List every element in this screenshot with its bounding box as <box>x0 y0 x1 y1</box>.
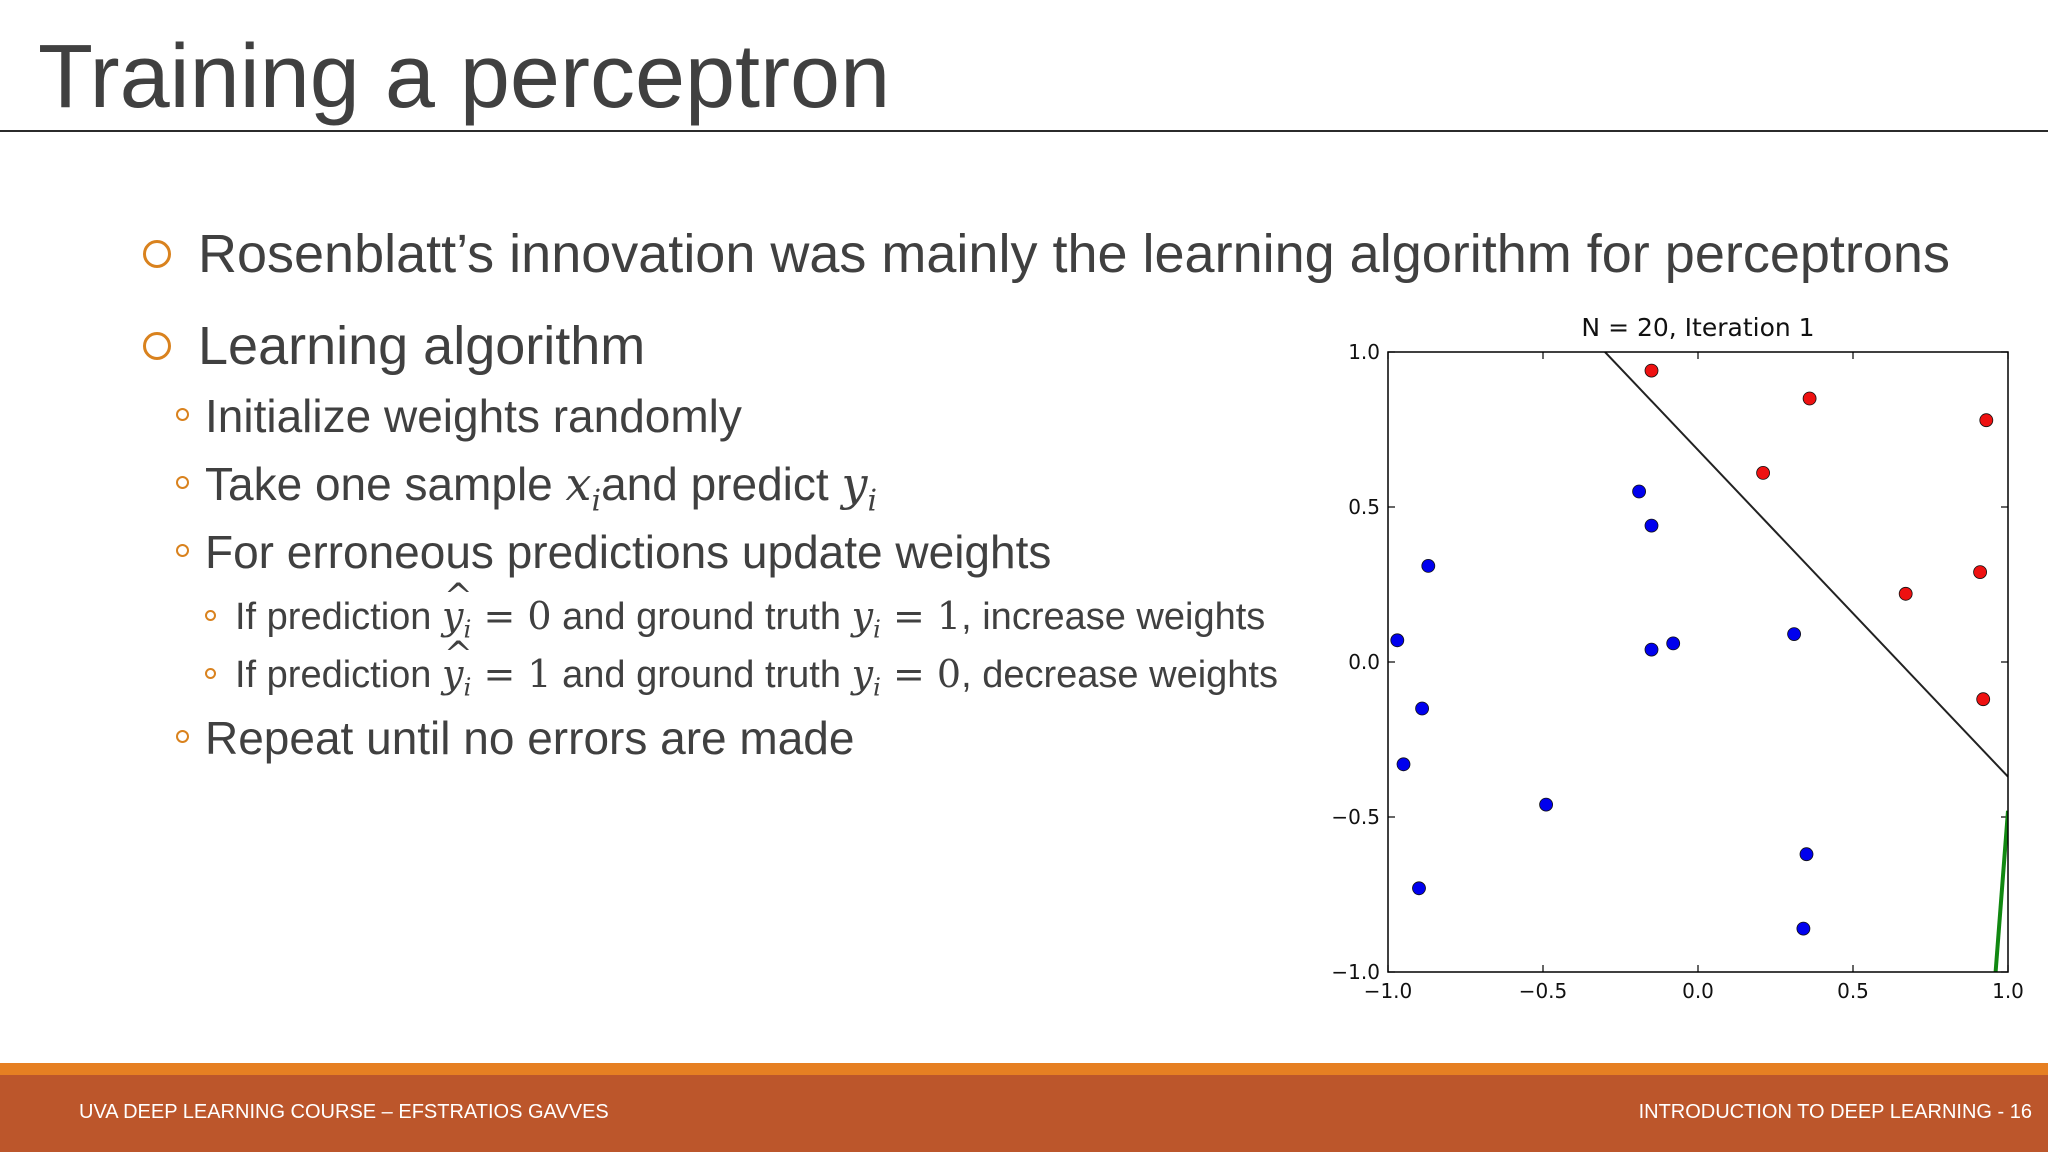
sub-bullet-marker <box>176 544 189 557</box>
math-sub: i <box>867 483 878 519</box>
footer-bar <box>0 1075 2048 1152</box>
sub-bullet-text: For erroneous predictions update weights <box>205 526 1052 578</box>
red-data-point <box>1802 391 1817 406</box>
math-y: y <box>851 594 874 638</box>
math-sub: i <box>463 614 472 644</box>
blue-data-point <box>1421 558 1436 573</box>
math-eq: = 0 <box>471 594 552 638</box>
red-data-point <box>1973 565 1987 580</box>
slide-title: Training a perceptron <box>38 27 891 127</box>
math-eq: = 1 <box>471 652 552 696</box>
x-tick-label: −0.5 <box>1519 979 1568 1003</box>
weight-vector-line <box>1993 810 2008 972</box>
math-eq: = 0 <box>880 652 962 696</box>
math-sub: i <box>591 483 602 519</box>
sub-bullet-text: Initialize weights randomly <box>205 390 742 442</box>
bullet-marker <box>143 332 171 360</box>
blue-data-point <box>1644 642 1659 657</box>
red-data-point <box>1756 465 1771 480</box>
red-data-point <box>1644 363 1659 378</box>
x-tick-label: 0.0 <box>1682 979 1714 1003</box>
text-run: , decrease weights <box>961 654 1278 696</box>
text-run: If prediction <box>235 596 442 638</box>
math-y: y <box>841 457 868 511</box>
blue-data-point <box>1796 921 1811 936</box>
footer-page-label: INTRODUCTION TO DEEP LEARNING - 16 <box>1638 1101 2032 1123</box>
blue-data-point <box>1787 627 1802 642</box>
sub-bullet-text: Take one sample xiand predict yi <box>205 456 877 529</box>
subsub-bullet-marker <box>205 610 216 621</box>
text-run: Take one sample <box>205 458 566 510</box>
scatter-plot: N = 20, Iteration 1 −1.0 −0.5 0.0 0.5 1.0 −1.0… <box>1331 313 2024 1003</box>
blue-data-point <box>1539 797 1554 812</box>
math-y: y <box>851 652 874 696</box>
sub-bullet-marker <box>176 730 189 743</box>
text-run: , increase weights <box>961 596 1266 638</box>
decision-boundary-line <box>1604 352 2008 778</box>
footer-accent-bar <box>0 1063 2048 1075</box>
x-tick-label: −1.0 <box>1364 979 1413 1003</box>
text-run: and ground truth <box>551 596 852 638</box>
title-rule <box>0 130 2048 132</box>
x-tick-label: 1.0 <box>1992 979 2024 1003</box>
blue-data-point <box>1799 847 1814 862</box>
bullet-text: Rosenblatt’s innovation was mainly the l… <box>198 224 1950 284</box>
red-data-point <box>1898 586 1913 601</box>
blue-data-point <box>1666 636 1681 651</box>
text-run: and ground truth <box>551 654 852 696</box>
math-sub: i <box>463 672 472 702</box>
blue-data-point <box>1415 701 1429 716</box>
blue-data-point <box>1644 518 1659 533</box>
red-data-point <box>1979 413 1994 428</box>
bullet-text: Learning algorithm <box>198 316 646 376</box>
y-tick-label: 0.0 <box>1348 650 1380 674</box>
sub-bullet-text: Repeat until no errors are made <box>205 712 855 764</box>
plot-frame <box>1387 351 2009 973</box>
red-data-point <box>1976 692 1991 707</box>
y-tick-label: 0.5 <box>1348 495 1380 519</box>
subsub-bullet-marker <box>205 668 216 679</box>
blue-data-point <box>1412 881 1426 896</box>
math-x: x <box>565 457 592 511</box>
y-tick-label: −0.5 <box>1331 805 1380 829</box>
blue-data-point <box>1396 757 1411 772</box>
text-run: and predict <box>601 458 842 510</box>
math-sub: i <box>873 672 881 702</box>
y-tick-label: −1.0 <box>1331 960 1380 984</box>
math-yhat: y <box>442 573 473 640</box>
blue-data-point <box>1632 484 1647 499</box>
subsub-bullet-text: If prediction yi = 0 and ground truth yi… <box>235 573 1266 654</box>
x-tick-label: 0.5 <box>1837 979 1869 1003</box>
subsub-bullet-text: If prediction yi = 1 and ground truth yi… <box>235 631 1278 712</box>
sub-bullet-marker <box>176 408 189 421</box>
footer-course-label: UVA DEEP LEARNING COURSE – EFSTRATIOS GA… <box>79 1101 609 1123</box>
math-eq: = 1 <box>880 594 962 638</box>
text-run: If prediction <box>235 654 442 696</box>
bullet-marker <box>143 240 171 268</box>
math-yhat: y <box>442 631 473 698</box>
sub-bullet-marker <box>176 476 189 489</box>
blue-data-point <box>1390 633 1405 648</box>
chart-title: N = 20, Iteration 1 <box>1581 313 1814 342</box>
math-sub: i <box>873 614 881 644</box>
y-tick-label: 1.0 <box>1348 340 1380 364</box>
